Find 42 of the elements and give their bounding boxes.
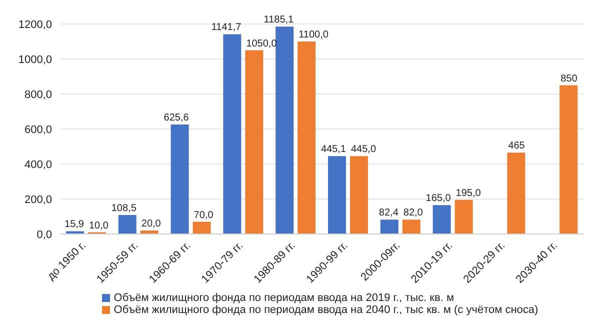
bar xyxy=(223,34,242,234)
bar xyxy=(298,42,316,234)
y-tick-label: 200,0 xyxy=(24,194,52,206)
bar xyxy=(350,156,368,234)
data-label: 1100,0 xyxy=(298,30,329,40)
data-label: 10,0 xyxy=(89,220,109,232)
bar xyxy=(192,222,211,234)
data-label: 1141,7 xyxy=(211,22,242,34)
data-label: 70,0 xyxy=(194,210,214,221)
legend-label: Объём жилищного фонда по периодам ввода на 2040 г., тыс кв. м (с учётом сноса) xyxy=(114,304,538,316)
bar xyxy=(328,156,346,234)
data-label: 445,0 xyxy=(351,144,376,156)
bar xyxy=(454,200,473,234)
bar xyxy=(402,220,420,234)
bar xyxy=(118,215,136,234)
bar xyxy=(245,50,264,234)
y-tick-label: 400,0 xyxy=(24,158,52,171)
data-label: 1185,1 xyxy=(264,14,294,26)
bar xyxy=(276,26,294,234)
data-label: 82,4 xyxy=(378,208,399,219)
data-label: 465 xyxy=(508,140,526,152)
y-tick-label: 1000,0 xyxy=(18,54,52,66)
bar xyxy=(560,85,578,234)
bar xyxy=(432,205,451,234)
data-label: 82,0 xyxy=(403,208,424,219)
data-label: 625,6 xyxy=(164,112,190,124)
data-label: 195,0 xyxy=(456,188,482,199)
y-tick-label: 0,0 xyxy=(36,228,52,241)
y-tick-label: 800,0 xyxy=(24,88,52,101)
legend-label: Объём жилищного фонда по периодам ввода на 2019 г., тыс. кв. м xyxy=(114,292,454,304)
data-label: 445,1 xyxy=(320,144,346,156)
data-label: 20,0 xyxy=(141,218,162,230)
y-tick-label: 1200,0 xyxy=(18,18,52,31)
bar xyxy=(507,152,526,234)
y-tick-label: 600,0 xyxy=(24,124,52,136)
data-label: 165,0 xyxy=(426,193,452,204)
data-label: 850 xyxy=(560,73,578,84)
data-label: 15,9 xyxy=(64,219,84,230)
bar xyxy=(66,231,84,234)
data-label: 108,5 xyxy=(111,203,137,214)
bar xyxy=(170,124,189,234)
bar xyxy=(380,220,398,234)
